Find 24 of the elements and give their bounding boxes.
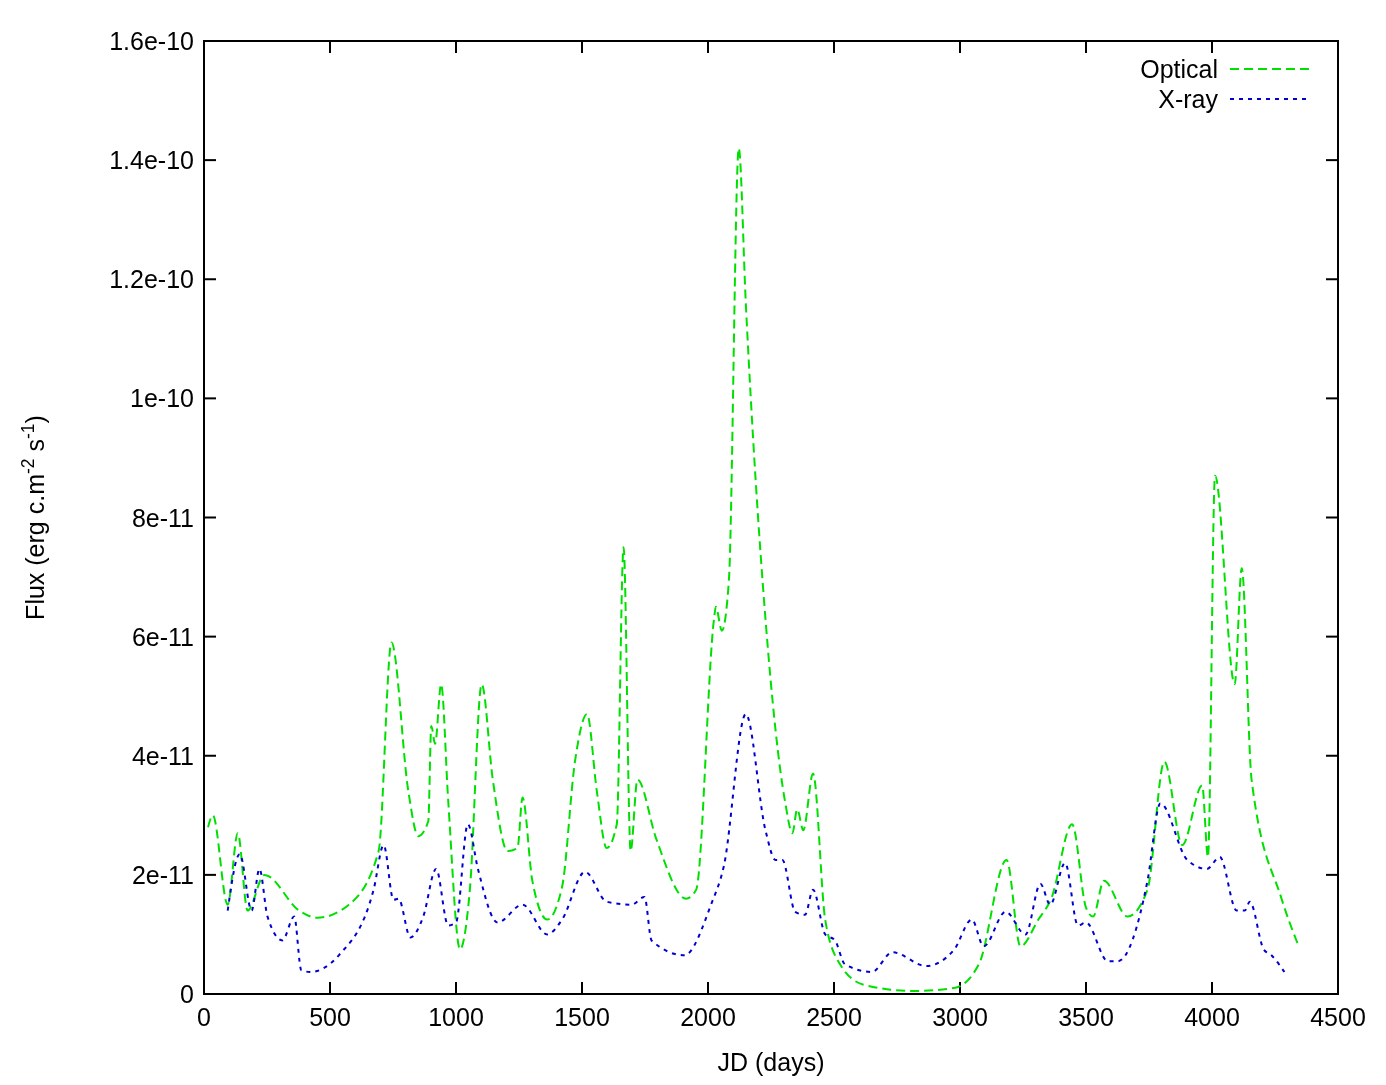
x-tick-label: 3500 [1058, 1003, 1114, 1031]
y-tick-label: 1.2e-10 [109, 265, 194, 294]
y-tick-label: 8e-11 [131, 503, 194, 532]
legend-label: X-ray [1158, 85, 1219, 113]
x-tick-label: 4500 [1310, 1003, 1366, 1031]
y-tick-label: 2e-11 [131, 860, 194, 889]
x-tick-label: 0 [197, 1003, 211, 1031]
x-tick-label: 2500 [806, 1003, 862, 1031]
y-tick-label: 6e-11 [131, 622, 194, 651]
x-axis-title: JD (days) [717, 1048, 825, 1076]
y-tick-label: 0 [180, 980, 194, 1008]
x-tick-label: 500 [309, 1003, 351, 1031]
y-tick-label: 1e-10 [130, 384, 194, 413]
y-tick-label: 1.6e-10 [109, 27, 194, 55]
legend-label: Optical [1140, 55, 1218, 83]
line-series [207, 147, 1301, 993]
x-tick-label: 2000 [680, 1003, 736, 1031]
x-tick-label: 4000 [1184, 1003, 1240, 1031]
x-tick-label: 1000 [428, 1003, 484, 1031]
x-tick-label: 1500 [554, 1003, 610, 1031]
y-tick-label: 4e-11 [131, 741, 194, 770]
x-tick-label: 3000 [932, 1003, 988, 1031]
y-tick-label: 1.4e-10 [109, 146, 194, 175]
line-series [226, 713, 1286, 973]
